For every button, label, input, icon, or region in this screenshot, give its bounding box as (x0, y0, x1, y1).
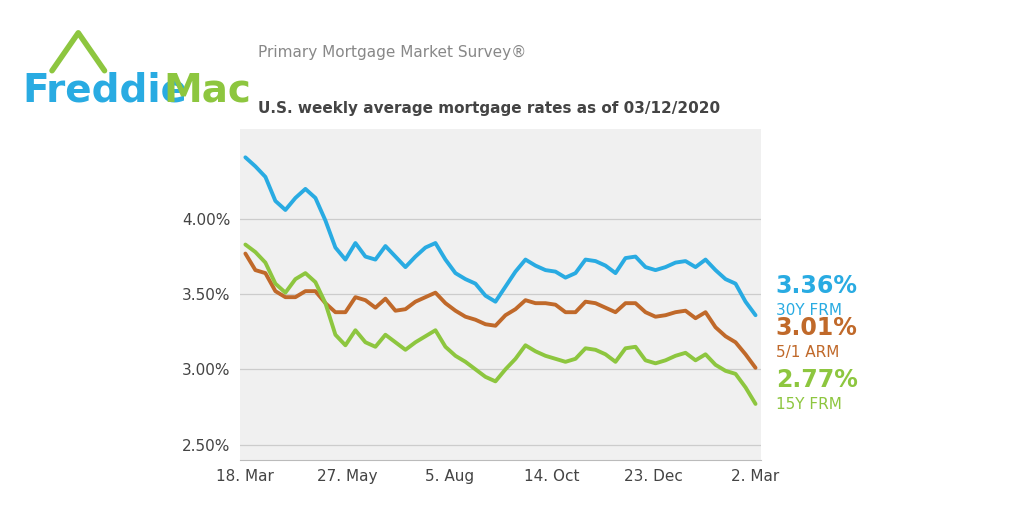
Text: Primary Mortgage Market Survey®: Primary Mortgage Market Survey® (258, 45, 526, 61)
Text: 30Y FRM: 30Y FRM (776, 302, 841, 318)
Text: 3.36%: 3.36% (776, 274, 857, 297)
Text: 3.01%: 3.01% (776, 316, 857, 340)
Text: Freddie: Freddie (22, 72, 187, 110)
Text: U.S. weekly average mortgage rates as of 03/12/2020: U.S. weekly average mortgage rates as of… (258, 101, 720, 116)
Text: 5/1 ARM: 5/1 ARM (776, 345, 839, 360)
Text: Mac: Mac (164, 72, 251, 110)
Text: 15Y FRM: 15Y FRM (776, 397, 841, 413)
Text: 2.77%: 2.77% (776, 368, 857, 392)
